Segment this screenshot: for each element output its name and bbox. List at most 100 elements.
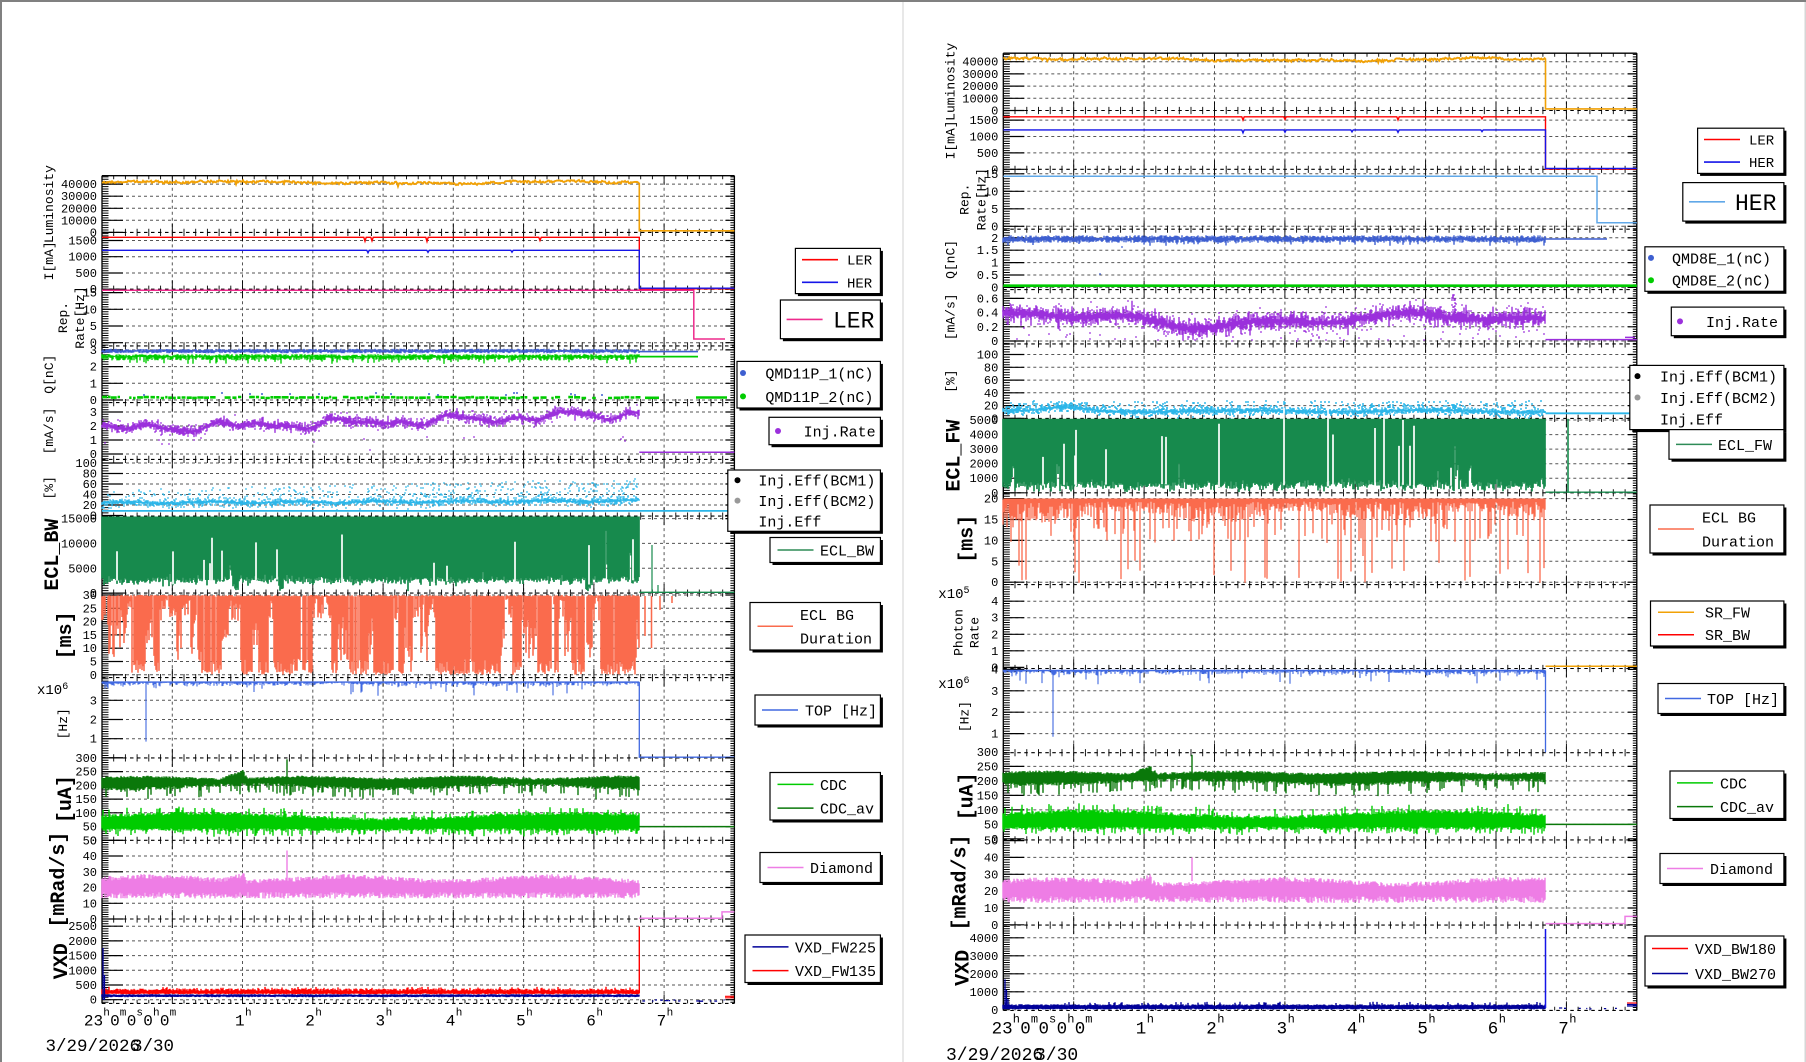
svg-text:20: 20 xyxy=(83,882,97,896)
svg-text:3: 3 xyxy=(991,685,998,699)
svg-text:0: 0 xyxy=(1039,1020,1050,1040)
svg-text:500: 500 xyxy=(75,267,97,281)
svg-text:h: h xyxy=(1013,1013,1020,1027)
svg-text:23: 23 xyxy=(84,1013,103,1031)
svg-text:Rate[Hz]: Rate[Hz] xyxy=(974,168,989,230)
svg-text:TOP [Hz]: TOP [Hz] xyxy=(805,703,877,720)
svg-text:2: 2 xyxy=(90,420,97,434)
svg-text:3000: 3000 xyxy=(969,443,998,457)
svg-text:SR_FW: SR_FW xyxy=(1705,606,1750,623)
svg-text:QMD8E_2(nC): QMD8E_2(nC) xyxy=(1672,274,1771,291)
svg-text:3/29/2026: 3/29/2026 xyxy=(946,1046,1043,1062)
svg-text:0: 0 xyxy=(143,1013,153,1031)
svg-text:2: 2 xyxy=(90,714,97,728)
svg-text:0.2: 0.2 xyxy=(977,321,999,335)
svg-text:4: 4 xyxy=(991,663,998,677)
svg-text:3: 3 xyxy=(376,1013,386,1031)
svg-text:1: 1 xyxy=(90,377,97,391)
svg-text:0: 0 xyxy=(991,833,998,847)
svg-text:ECL_FW: ECL_FW xyxy=(943,420,966,492)
svg-text:2000: 2000 xyxy=(969,458,998,472)
svg-text:h: h xyxy=(1428,1013,1435,1027)
svg-text:1000: 1000 xyxy=(68,251,97,265)
svg-text:I[mA]: I[mA] xyxy=(943,120,958,159)
svg-text:HER: HER xyxy=(1735,191,1777,217)
svg-text:2: 2 xyxy=(1206,1020,1217,1040)
svg-text:Diamond: Diamond xyxy=(810,861,873,878)
svg-text:7: 7 xyxy=(657,1013,667,1031)
svg-text:0: 0 xyxy=(90,448,97,462)
svg-text:s: s xyxy=(136,1008,143,1020)
svg-text:3/30: 3/30 xyxy=(132,1037,174,1057)
svg-text:20: 20 xyxy=(984,885,998,899)
svg-text:3: 3 xyxy=(90,694,97,708)
svg-text:100: 100 xyxy=(977,349,999,363)
svg-text:5: 5 xyxy=(90,656,97,670)
svg-text:ECL_BW: ECL_BW xyxy=(42,519,65,591)
svg-text:Rate[Hz]: Rate[Hz] xyxy=(73,286,88,348)
svg-text:30: 30 xyxy=(83,866,97,880)
svg-text:s: s xyxy=(1049,1013,1056,1027)
svg-text:QMD8E_1(nC): QMD8E_1(nC) xyxy=(1672,251,1771,268)
svg-text:[mA/s]: [mA/s] xyxy=(42,408,57,455)
svg-text:100: 100 xyxy=(75,807,97,821)
svg-text:m: m xyxy=(1031,1013,1038,1027)
svg-text:Duration: Duration xyxy=(1702,534,1774,551)
svg-text:500: 500 xyxy=(75,979,97,993)
svg-text:Inj.Eff(BCM2): Inj.Eff(BCM2) xyxy=(1660,391,1777,408)
svg-text:2: 2 xyxy=(90,361,97,375)
svg-text:100: 100 xyxy=(977,804,999,818)
svg-text:1: 1 xyxy=(1136,1020,1147,1040)
svg-text:Duration: Duration xyxy=(800,632,872,649)
svg-text:40: 40 xyxy=(984,851,998,865)
svg-text:10000: 10000 xyxy=(61,537,97,551)
svg-text:LER: LER xyxy=(833,309,875,335)
svg-text:h: h xyxy=(1217,1013,1224,1027)
svg-text:x106: x106 xyxy=(37,682,68,699)
svg-text:4: 4 xyxy=(991,595,998,609)
svg-text:x106: x106 xyxy=(938,676,969,693)
svg-text:3/29/2026: 3/29/2026 xyxy=(46,1037,141,1057)
svg-text:[uA]: [uA] xyxy=(55,775,78,823)
svg-text:10000: 10000 xyxy=(61,214,97,228)
svg-text:5000: 5000 xyxy=(969,414,998,428)
svg-text:10: 10 xyxy=(984,185,998,199)
svg-text:0: 0 xyxy=(90,226,97,240)
svg-text:2: 2 xyxy=(991,628,998,642)
svg-text:Q[nC]: Q[nC] xyxy=(42,355,57,394)
svg-text:0: 0 xyxy=(991,1004,998,1018)
svg-text:1: 1 xyxy=(991,645,998,659)
svg-text:HER: HER xyxy=(1749,156,1775,172)
svg-text:QMD11P_1(nC): QMD11P_1(nC) xyxy=(765,366,873,383)
svg-text:[uA]: [uA] xyxy=(956,772,979,820)
svg-text:1: 1 xyxy=(90,434,97,448)
svg-text:ECL_BW: ECL_BW xyxy=(820,543,874,560)
svg-text:80: 80 xyxy=(83,468,97,482)
svg-text:0.5: 0.5 xyxy=(977,269,999,283)
svg-text:10: 10 xyxy=(984,534,998,548)
svg-text:ECL_FW: ECL_FW xyxy=(1718,438,1772,455)
svg-text:Photon: Photon xyxy=(951,609,966,656)
svg-text:6: 6 xyxy=(1488,1020,1499,1040)
svg-text:TOP [Hz]: TOP [Hz] xyxy=(1707,692,1779,709)
svg-text:30: 30 xyxy=(984,868,998,882)
svg-text:1500: 1500 xyxy=(68,950,97,964)
svg-text:20000: 20000 xyxy=(962,80,998,94)
svg-text:0: 0 xyxy=(991,919,998,933)
svg-text:Rep.: Rep. xyxy=(957,184,972,215)
svg-text:VXD_FW135: VXD_FW135 xyxy=(795,964,876,981)
svg-text:HER: HER xyxy=(847,276,873,292)
svg-text:1: 1 xyxy=(90,733,97,747)
svg-text:2: 2 xyxy=(991,232,998,246)
svg-text:1.5: 1.5 xyxy=(977,244,999,258)
svg-text:m: m xyxy=(120,1008,127,1020)
svg-text:2500: 2500 xyxy=(68,920,97,934)
svg-text:30000: 30000 xyxy=(61,190,97,204)
svg-text:5: 5 xyxy=(516,1013,526,1031)
svg-text:0: 0 xyxy=(90,913,97,927)
svg-text:h: h xyxy=(667,1008,674,1020)
svg-text:CDC: CDC xyxy=(1720,776,1747,793)
svg-text:5: 5 xyxy=(90,320,97,334)
svg-text:[ms]: [ms] xyxy=(956,515,979,563)
svg-text:0: 0 xyxy=(991,220,998,234)
